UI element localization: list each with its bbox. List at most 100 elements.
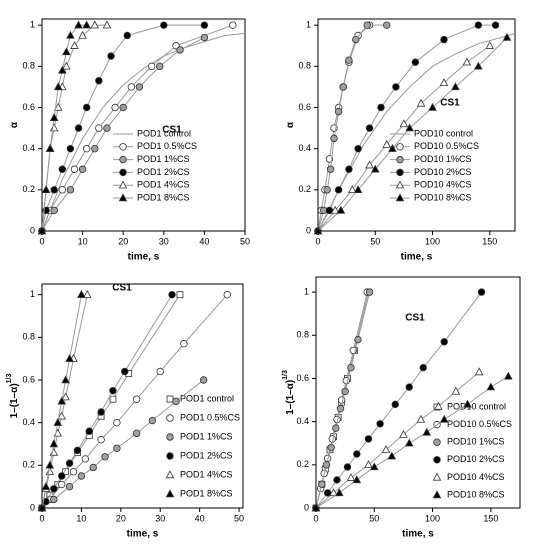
data-point [399,119,409,128]
y-tick-label: 0.2 [296,459,309,469]
data-point [486,382,496,391]
data-point [405,383,413,391]
data-point [73,446,82,455]
data-point [147,62,156,71]
data-point [57,411,66,420]
data-point [45,467,55,475]
legend-marker [432,490,442,499]
data-point [65,482,74,491]
y-tick-label: 0.2 [22,184,35,194]
data-point [392,83,400,91]
data-point [37,226,47,235]
data-point [200,21,209,29]
y-tick-label: 0.8 [22,61,35,71]
data-point [82,144,91,153]
legend-label: POD10 2%CS [414,167,472,177]
legend-label: POD1 control [180,393,234,403]
y-tick-label: 0.6 [296,373,309,383]
data-point [382,139,391,148]
data-point [160,21,168,29]
data-point [336,404,345,413]
data-point [176,46,184,54]
y-tick-label: 0.6 [298,102,311,112]
legend-marker [166,395,174,403]
data-point [66,144,75,153]
data-point [109,386,117,395]
legend-marker [166,433,174,441]
data-point [311,503,321,512]
data-point [132,429,141,438]
data-point [377,103,385,112]
data-point [61,392,70,401]
data-point [58,65,67,74]
data-point [111,103,119,112]
data-point [336,205,346,214]
data-point [50,186,58,194]
y-tick-label: 0 [304,502,309,512]
data-point [337,396,346,404]
data-point [345,56,353,64]
data-point [485,41,495,49]
data-point [50,206,58,215]
x-tick-label: 30 [159,236,169,246]
data-point [200,33,209,42]
data-point [381,445,391,453]
data-point [45,460,55,469]
data-point [49,447,59,456]
series-line [317,32,516,232]
data-point [42,497,50,506]
data-point [330,205,340,214]
data-point [50,495,58,504]
panel-title: CS1 [112,283,132,294]
x-tick-label: 0 [313,513,318,523]
data-point [346,473,356,481]
y-tick-label: 0 [30,502,35,512]
data-point [345,165,353,173]
x-tick-label: 10 [76,513,86,523]
data-point [132,395,141,403]
data-point [323,489,332,497]
y-tick-label: 0.8 [22,332,35,342]
data-point [168,290,176,299]
y-tick-label: 0.4 [22,143,35,153]
data-point [462,57,472,66]
legend-marker [396,143,404,151]
data-point [58,186,66,194]
data-point [391,400,399,409]
legend-label: POD10 control [447,401,506,411]
legend-marker [165,489,175,498]
series-line [317,37,508,232]
y-tick-label: 0.2 [22,460,35,470]
legend-marker [119,155,127,164]
y-tick-label: 0.6 [22,102,35,112]
legend-label: POD10 control [414,128,473,138]
legend-label: POD10 8%CS [447,489,505,499]
series-line [317,24,496,232]
data-point [109,395,117,403]
x-tick-label: 0 [39,513,44,523]
legend-marker [166,414,174,422]
y-tick-label: 0 [30,225,35,235]
legend-label: POD10 0.5%CS [414,141,479,151]
data-point [123,31,131,40]
x-tick-label: 50 [240,236,250,246]
panel-title: CS1 [162,125,182,136]
y-axis-label: 1–(1–α)1/3 [282,370,296,415]
data-point [90,20,100,29]
legend-label: POD10 0.5%CS [447,419,512,429]
data-point [37,503,47,512]
legend-label: POD1 1%CS [137,154,190,164]
data-point [61,375,70,384]
data-point [62,61,71,70]
data-point [97,408,105,416]
data-point [330,134,338,143]
y-axis-label-base: 1–(1–α) [285,380,296,415]
legend-label: POD1 0.5%CS [180,412,240,422]
data-point [78,30,87,39]
x-tick-label: 0 [39,236,44,246]
legend-marker [118,193,128,202]
data-point [333,476,341,484]
x-tick-label: 40 [195,513,205,523]
y-tick-label: 0.6 [22,374,35,384]
data-point [58,165,66,173]
